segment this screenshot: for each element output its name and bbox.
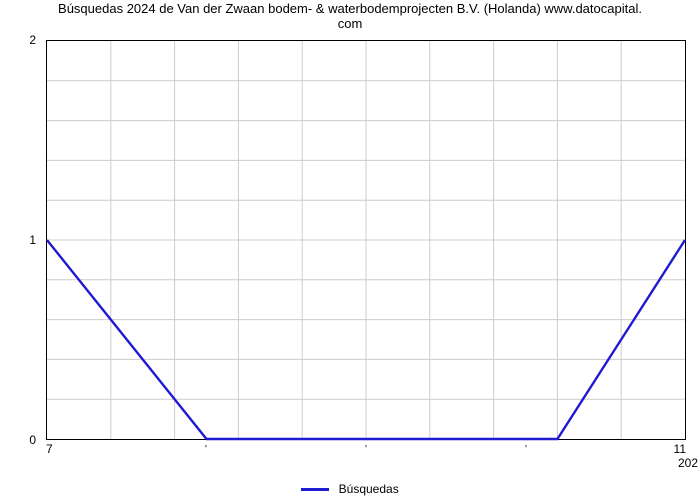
- chart-title: Búsquedas 2024 de Van der Zwaan bodem- &…: [0, 2, 700, 32]
- y-tick-label: 0: [0, 433, 36, 447]
- x-minor-tick: ': [525, 444, 527, 450]
- x-minor-tick: ': [365, 444, 367, 450]
- y-tick-label: 1: [0, 233, 36, 247]
- legend: Búsquedas: [0, 481, 700, 496]
- legend-label: Búsquedas: [339, 482, 399, 496]
- plot-svg: [47, 41, 685, 439]
- plot-area: [46, 40, 686, 440]
- x-minor-tick: ': [205, 444, 207, 450]
- line-chart: Búsquedas 2024 de Van der Zwaan bodem- &…: [0, 0, 700, 500]
- legend-swatch: [301, 488, 329, 491]
- x-tick-label-right: 11: [674, 442, 686, 456]
- x-sub-label: 202: [678, 456, 698, 470]
- x-tick-label-left: 7: [46, 442, 53, 456]
- y-tick-label: 2: [0, 33, 36, 47]
